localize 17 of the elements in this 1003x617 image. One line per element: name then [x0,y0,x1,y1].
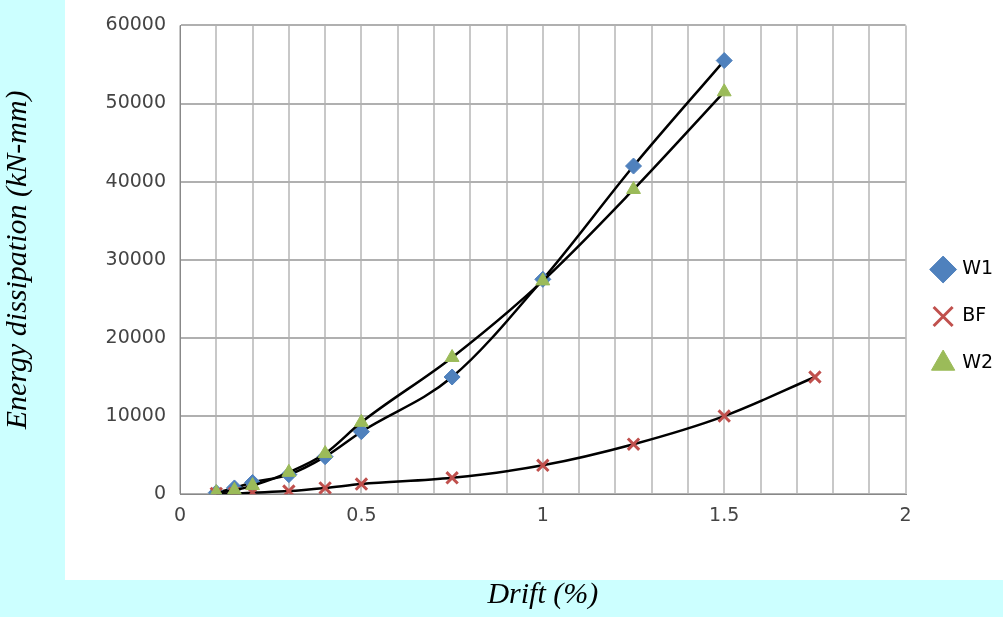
x-tick-label: 1 [536,502,549,525]
x-tick-label: 2 [899,502,912,525]
y-tick-label: 20000 [105,324,166,347]
y-tick-label: 50000 [105,90,166,113]
legend-label: BF [962,303,987,326]
y-tick-label: 10000 [105,403,166,425]
y-axis-title: Energy dissipation (kN-mm) [0,90,33,431]
legend-label: W2 [962,350,993,373]
y-tick-label: 40000 [105,168,166,191]
y-tick-label: 60000 [105,12,166,35]
x-tick-label: 0.5 [346,502,377,525]
x-tick-label: 1.5 [709,502,740,525]
x-tick-label: 0 [173,502,187,525]
legend-label: W1 [962,256,993,279]
x-axis-title: Drift (%) [486,575,599,610]
y-tick-label: 30000 [105,246,166,269]
y-tick-label: 0 [153,481,166,504]
